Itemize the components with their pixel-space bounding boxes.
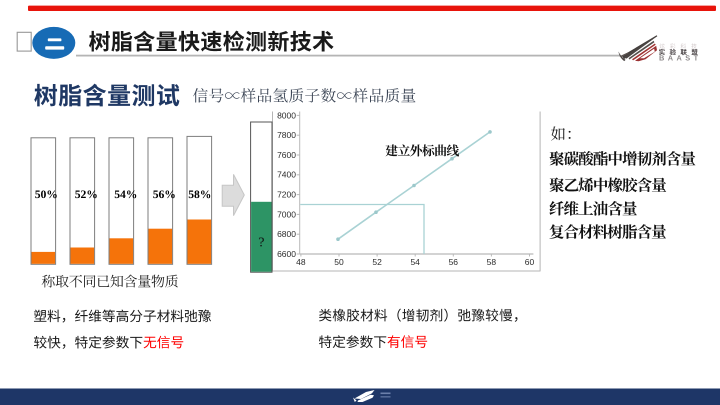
svg-text:52: 52: [372, 257, 382, 267]
svg-text:7800: 7800: [277, 130, 296, 140]
svg-text:7400: 7400: [277, 170, 296, 180]
svg-text:54: 54: [410, 257, 420, 267]
svg-text:7200: 7200: [277, 190, 296, 200]
svg-text:7600: 7600: [277, 150, 296, 160]
svg-text:8000: 8000: [277, 110, 296, 120]
svg-text:6800: 6800: [277, 229, 296, 239]
svg-text:6600: 6600: [277, 249, 296, 259]
svg-text:56: 56: [449, 257, 459, 267]
svg-text:60: 60: [525, 257, 535, 267]
svg-text:48: 48: [296, 257, 306, 267]
svg-text:58: 58: [487, 257, 497, 267]
svg-text:50: 50: [334, 257, 344, 267]
svg-text:?: ?: [258, 236, 264, 251]
svg-text:7000: 7000: [277, 209, 296, 219]
